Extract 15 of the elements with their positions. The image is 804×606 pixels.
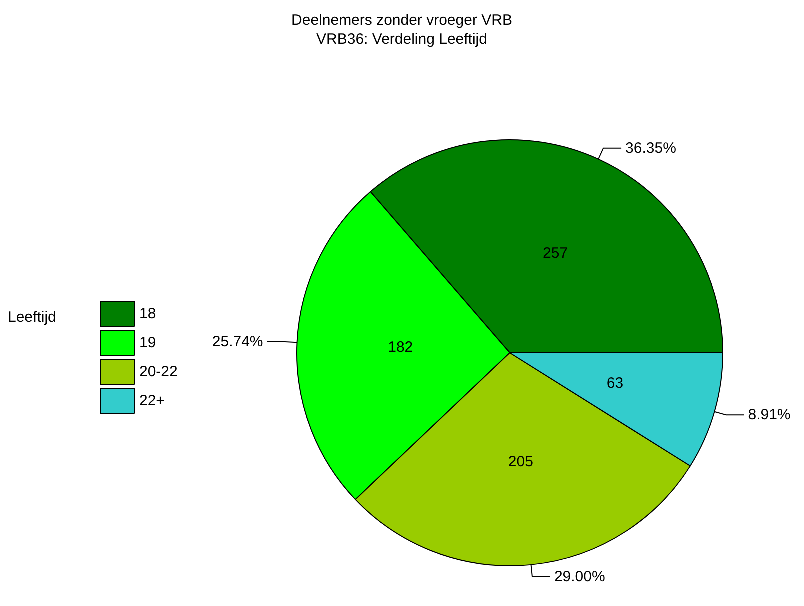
legend-label: 18 [140,306,156,322]
data-label: 63 [606,374,624,392]
text: 8.91% [748,406,791,424]
data-label: 182 [388,339,414,356]
legend-label: 22+ [140,392,166,410]
chart-subtitle: VRB36: Verdeling Leeftijd [316,31,488,48]
legend-label: 20-22 [140,364,178,380]
data-label: 257 [543,244,568,262]
chart-title: Deelnemers zonder vroeger VRB [292,12,512,29]
text: 29.00% [554,568,606,586]
legend-title: Leeftijd [8,309,56,326]
data-label: 205 [508,453,534,470]
legend-label: 19 [140,334,156,352]
text: 25.74% [212,334,264,351]
text: 36.35% [626,140,676,157]
